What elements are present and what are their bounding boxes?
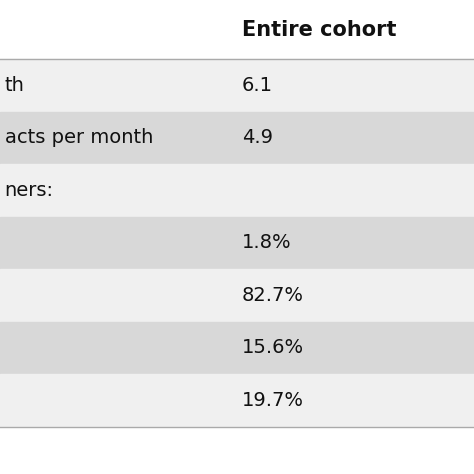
Text: 6.1: 6.1 [242,76,273,95]
Bar [0,374,474,427]
Bar [0,164,474,217]
Bar [0,59,474,112]
Bar [0,427,474,474]
Text: 82.7%: 82.7% [242,286,304,305]
Bar [0,322,474,374]
Text: 1.8%: 1.8% [242,233,292,253]
Text: th: th [5,76,25,95]
Bar [0,0,474,59]
Text: acts per month: acts per month [5,128,153,147]
Text: 4.9: 4.9 [242,128,273,147]
Text: 15.6%: 15.6% [242,338,304,357]
Text: ners:: ners: [5,181,54,200]
Text: Entire cohort: Entire cohort [242,19,396,40]
Bar [0,217,474,269]
Text: 19.7%: 19.7% [242,391,304,410]
Bar [0,112,474,164]
Bar [0,269,474,322]
